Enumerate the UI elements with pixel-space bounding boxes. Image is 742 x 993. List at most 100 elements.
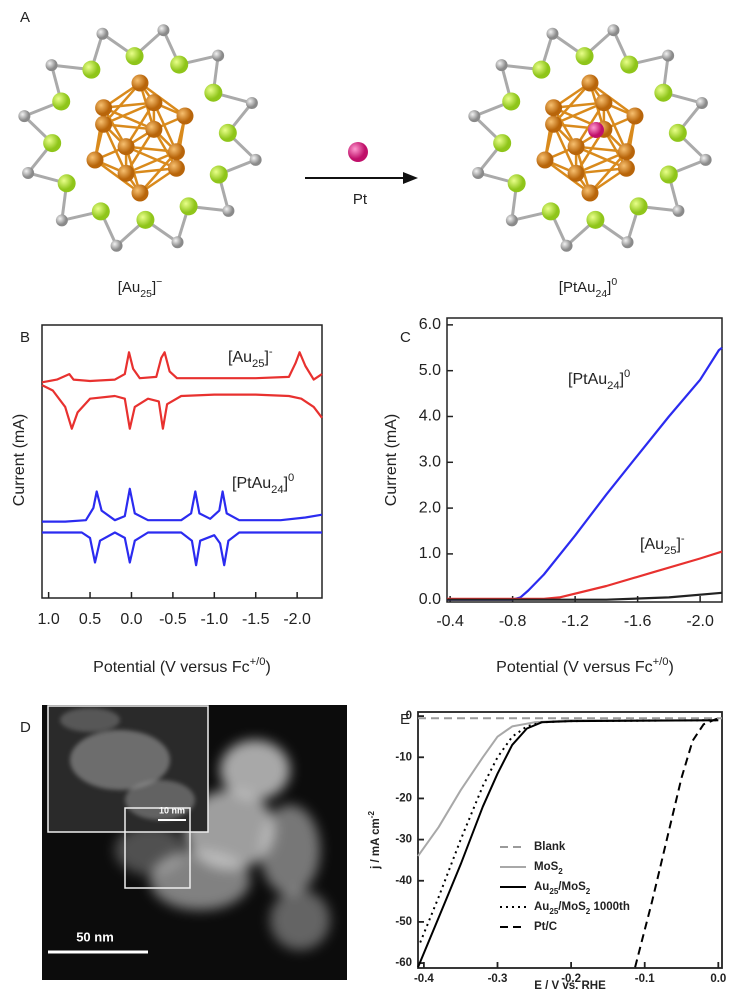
atom xyxy=(125,47,144,66)
text-part: ] xyxy=(607,279,611,296)
bond xyxy=(552,123,578,174)
annotation: [Au25]- xyxy=(228,346,273,370)
atom xyxy=(668,123,687,142)
bond xyxy=(575,150,627,175)
text-part: 1000th xyxy=(590,901,630,913)
legend-label: Blank xyxy=(534,841,566,853)
atom xyxy=(472,166,485,179)
text-part: Potential (V versus Fc xyxy=(496,659,653,676)
annotation: [PtAu24]0 xyxy=(568,368,630,392)
text-part: - xyxy=(681,533,685,545)
legend-label: Au25/MoS2 1000th xyxy=(534,901,630,916)
atom xyxy=(567,138,585,156)
text-part: 25 xyxy=(549,907,558,916)
series-line xyxy=(42,487,323,523)
plot-frame xyxy=(417,711,723,969)
arrow-head xyxy=(403,172,418,184)
y-tick-label: -50 xyxy=(395,916,412,928)
y-tick-label: 6.0 xyxy=(419,316,441,333)
legend-label: Au25/MoS2 xyxy=(534,881,591,896)
atom xyxy=(507,174,526,193)
text-part: − xyxy=(156,276,162,288)
bond xyxy=(125,128,155,174)
x-tick-label: -0.2 xyxy=(561,973,581,985)
y-tick-label: 2.0 xyxy=(419,499,441,516)
bond xyxy=(102,123,128,174)
series-line xyxy=(42,531,322,567)
y-tick-label: 5.0 xyxy=(419,362,441,379)
y-tick-label: -10 xyxy=(395,751,412,763)
atom xyxy=(626,107,644,125)
text-part: 2 xyxy=(558,867,563,876)
text-part: [PtAu xyxy=(568,371,607,388)
atom xyxy=(502,92,521,111)
bond xyxy=(575,145,627,170)
scale-bar-label: 50 nm xyxy=(76,929,114,944)
y-tick-label: -40 xyxy=(395,875,412,887)
atom xyxy=(176,107,194,125)
y-tick-label: 0.0 xyxy=(419,591,441,608)
atom xyxy=(595,94,613,112)
atom xyxy=(131,74,149,92)
atom xyxy=(131,184,149,202)
panel-label: E xyxy=(400,711,410,728)
atom xyxy=(95,99,113,117)
inset-scale: 10 nm xyxy=(159,805,185,815)
text-part: 25 xyxy=(664,545,676,557)
x-tick-label: 0.5 xyxy=(79,611,101,628)
atom xyxy=(245,97,258,110)
atom xyxy=(575,47,594,66)
atom xyxy=(96,27,109,40)
text-part: 0 xyxy=(611,276,617,288)
legend-label: MoS2 xyxy=(534,861,563,876)
legend-label: Pt/C xyxy=(534,921,557,933)
atom xyxy=(545,99,563,117)
plot-frame xyxy=(41,324,323,599)
atom xyxy=(541,202,560,221)
atom xyxy=(468,110,481,123)
atom xyxy=(672,204,685,217)
atom xyxy=(117,164,135,182)
atom xyxy=(567,164,585,182)
x-tick-label: 0.0 xyxy=(120,611,142,628)
reagent: Pt xyxy=(353,191,368,208)
atom xyxy=(167,159,185,177)
text-part: Au xyxy=(534,901,549,913)
text-part: ) xyxy=(266,659,271,676)
atom xyxy=(629,197,648,216)
atom xyxy=(546,27,559,40)
atom xyxy=(621,236,634,249)
atom xyxy=(222,204,235,217)
atom xyxy=(204,83,223,102)
text-part: [PtAu xyxy=(232,475,271,492)
text-part: Blank xyxy=(534,841,566,853)
bond xyxy=(94,158,141,195)
x-tick-label: -1.6 xyxy=(624,613,652,630)
y-axis-label: Current (mA) xyxy=(11,414,28,506)
atom xyxy=(179,197,198,216)
y-tick-label: -30 xyxy=(395,834,412,846)
y-tick-label: -20 xyxy=(395,792,412,804)
atom xyxy=(117,138,135,156)
text-part: ] xyxy=(676,536,680,553)
series-line xyxy=(447,591,723,601)
atom xyxy=(493,134,512,153)
text-part: [PtAu xyxy=(559,279,596,296)
text-part: ] xyxy=(620,371,624,388)
atom xyxy=(157,24,170,37)
series-line xyxy=(634,717,719,968)
series-line xyxy=(447,550,723,600)
atom xyxy=(18,110,31,123)
atom xyxy=(95,115,113,133)
micrograph xyxy=(42,705,347,980)
text-part: /MoS xyxy=(558,881,586,893)
text-part: ) xyxy=(669,659,674,676)
atom xyxy=(212,49,225,62)
atom xyxy=(136,210,155,229)
y-tick-label: 3.0 xyxy=(419,454,441,471)
text-part: Au xyxy=(534,881,549,893)
text-part: +/0 xyxy=(250,656,266,668)
atom xyxy=(52,92,71,111)
x-axis-label: Potential (V versus Fc+/0) xyxy=(93,656,271,676)
panel-label: A xyxy=(20,9,30,26)
